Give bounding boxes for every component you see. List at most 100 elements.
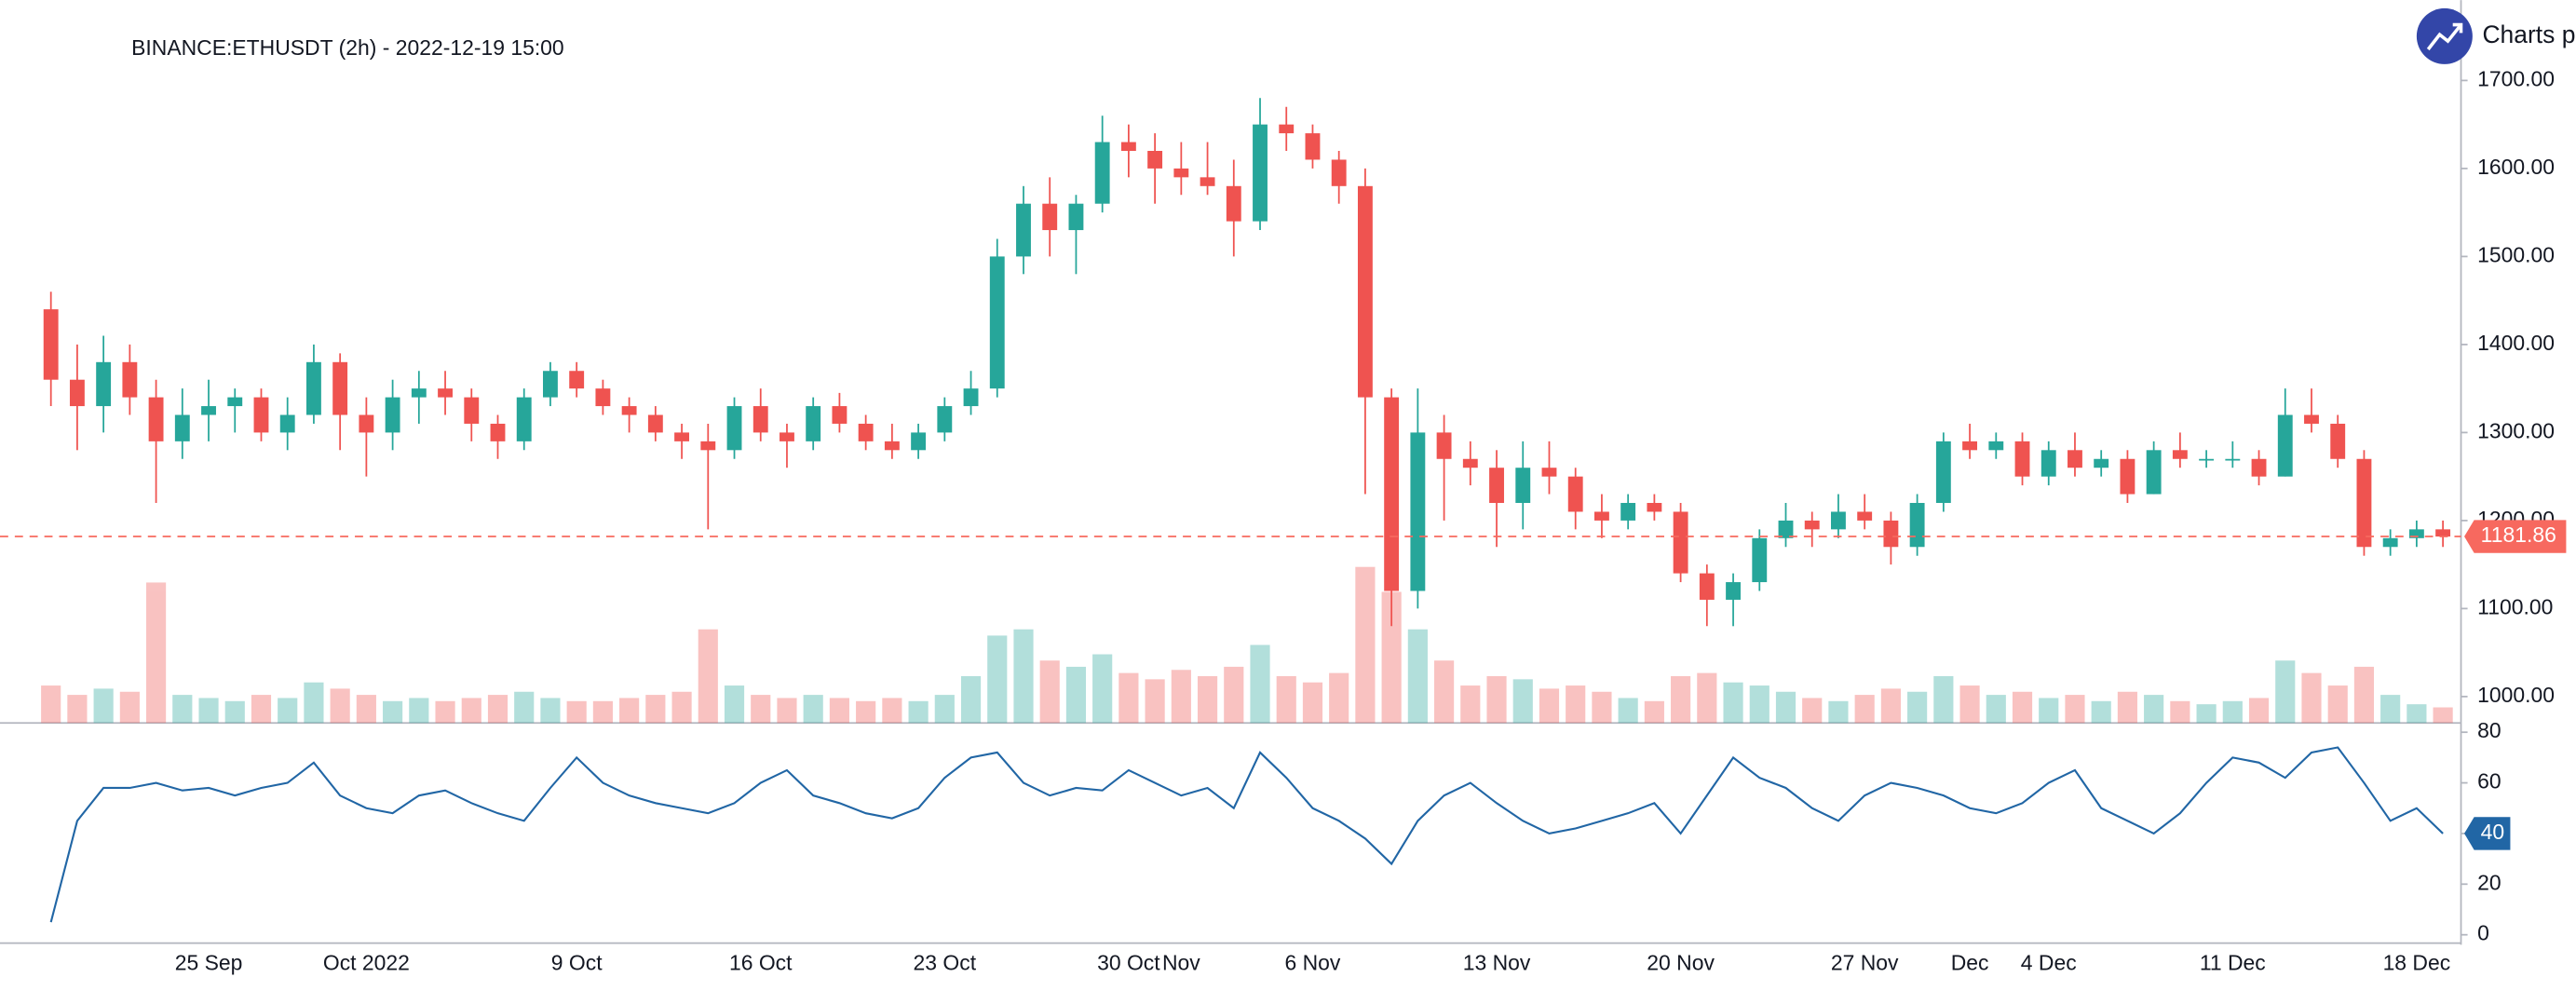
volume-bar [1460,685,1481,724]
candle-body [1593,511,1609,521]
last-price-tag [2464,520,2567,553]
logo-icon[interactable] [2452,22,2463,34]
volume-bar [2039,698,2059,724]
candle-body [752,406,768,433]
candle-body [989,256,1005,389]
osc-y-tick-label: 0 [2477,921,2489,945]
y-tick-label: 1100.00 [2477,594,2553,618]
osc-y-tick-label: 80 [2477,718,2501,742]
volume-bar [1775,691,1796,724]
candle-body [201,406,216,415]
candle-body [884,441,900,451]
volume-bar [487,695,508,724]
volume-bar [1749,685,1769,724]
volume-bar [2144,695,2164,724]
candle-body [438,388,453,398]
volume-bar [67,695,88,724]
volume-bar [645,695,666,724]
x-tick-label: 23 Oct [914,951,977,975]
volume-bar [1092,654,1113,724]
volume-bar [2275,660,2296,724]
volume-bar [1880,688,1901,724]
candle-body [2120,458,2135,495]
volume-bar [540,698,561,724]
y-tick-label: 1300.00 [2477,418,2555,442]
logo-icon[interactable] [2426,23,2462,51]
y-tick-label: 1500.00 [2477,242,2555,266]
volume-bar [960,675,982,724]
candle-body [1253,124,1268,222]
candle-body [1620,503,1636,521]
logo-circle[interactable] [2416,7,2473,64]
x-tick-label: Nov [1162,951,1200,975]
volume-bar [751,695,771,724]
volume-bar [514,691,535,724]
candle-body [621,406,637,415]
candle-body [1699,573,1715,600]
oscillator-tag [2464,817,2511,850]
candle-body [2094,458,2109,468]
candle-body [1962,441,1978,451]
volume-bar [198,698,219,724]
volume-bar [2380,695,2401,724]
x-tick-label: Dec [1951,951,1989,975]
volume-bar [1276,675,1296,724]
candle-body [516,397,532,441]
volume-bar [145,582,167,724]
volume-bar [724,685,745,724]
volume-bar [304,682,324,724]
candle-body [1279,124,1295,134]
candle-body [1489,468,1504,504]
volume-bar [2091,700,2111,724]
brand-logo[interactable]: Charts p [2416,7,2576,64]
candle-body [1410,432,1426,591]
candle-body [1357,185,1373,398]
x-tick-label: 30 Oct [1097,951,1160,975]
volume-bar [1802,698,1823,724]
candle-body [2304,414,2319,424]
volume-bar [172,695,193,724]
y-tick-label: 1000.00 [2477,683,2555,707]
candle-body [2014,441,2030,477]
candle-body [1567,476,1583,512]
volume-bar [1828,700,1849,724]
volume-bar [882,698,902,724]
volume-bar [829,698,850,724]
candle-body [359,414,374,433]
x-tick-label: 20 Nov [1647,951,1715,975]
candle-body [2356,458,2372,548]
x-tick-label: 6 Nov [1285,951,1341,975]
volume-bar [461,698,481,724]
candle-body [1305,133,1321,160]
volume-bar [435,700,455,724]
brand-text[interactable]: Charts p [2482,20,2575,48]
volume-bar [2117,691,2138,724]
volume-bar [224,700,245,724]
volume-bar [1854,695,1875,724]
candle-body [1831,511,1846,530]
candle-body [1883,520,1899,548]
oscillator-line [49,746,2444,923]
volume-bar [1250,644,1270,724]
candle-body [305,361,321,415]
volume-bar [119,691,140,724]
volume-bar [803,695,823,724]
candle-body [2435,529,2451,537]
volume-bar [1697,672,1717,724]
volume-bar [1224,666,1244,724]
candle-body [1147,151,1163,169]
candle-body [780,432,794,441]
volume-bar [356,695,376,724]
volume-bar [1329,672,1349,724]
volume-bar [2196,704,2217,724]
candle-body [700,441,716,451]
candle-body [2251,458,2267,477]
candle-body [2330,423,2346,459]
candle-body [1042,203,1058,231]
candle-body [1331,159,1347,186]
volume-bar [383,700,403,724]
y-tick-label: 1400.00 [2477,331,2555,355]
candle-body [2225,458,2241,461]
volume-bar [330,688,350,724]
candle-body [2277,414,2293,477]
